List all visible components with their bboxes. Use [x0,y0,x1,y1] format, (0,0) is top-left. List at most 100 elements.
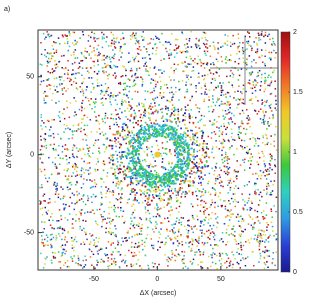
pixel [51,227,53,229]
pixel [115,118,117,120]
pixel [179,149,181,151]
pixel [93,65,95,67]
pixel [225,129,227,131]
pixel [117,167,119,169]
pixel [184,251,186,253]
pixel [259,89,261,91]
pixel [69,157,71,159]
pixel [176,48,178,50]
pixel [224,126,226,128]
pixel [120,254,122,256]
pixel [240,227,242,229]
pixel [177,139,179,141]
pixel [103,55,105,57]
colorbar-tick-label: 1 [293,149,297,156]
pixel [102,221,104,223]
pixel [93,47,95,49]
pixel [175,44,177,46]
pixel [172,168,174,170]
pixel [170,153,172,155]
pixel [258,75,260,77]
pixel [162,44,164,46]
pixel [67,168,69,170]
pixel [173,79,175,81]
pixel [261,31,263,33]
pixel [234,231,236,233]
pixel [269,83,271,85]
pixel [219,192,221,194]
pixel [233,226,235,228]
pixel [128,250,130,252]
pixel [43,221,45,223]
pixel [261,103,263,105]
pixel [111,254,113,256]
pixel [80,214,82,216]
pixel [264,257,266,259]
pixel [217,216,219,218]
pixel [204,53,206,55]
pixel [172,230,174,232]
pixel [137,53,139,55]
pixel [55,102,57,104]
pixel [129,120,131,122]
pixel [169,179,171,181]
pixel [106,36,108,38]
pixel [187,232,189,234]
pixel [245,91,247,93]
pixel [196,140,198,142]
pixel [192,244,194,246]
pixel [115,261,117,263]
pixel [226,267,228,269]
pixel [170,214,172,216]
pixel [203,79,205,81]
pixel [73,81,75,83]
pixel [156,223,158,225]
pixel [259,138,261,140]
chart: a) ΔX (arcsec) ΔY (arcsec) 00.511.52-500… [0,0,305,303]
pixel [104,218,106,220]
pixel [134,189,136,191]
pixel [136,150,138,152]
pixel [267,35,269,37]
pixel [41,221,43,223]
pixel [260,192,262,194]
pixel [44,141,46,143]
pixel [133,155,135,157]
pixel [263,210,265,212]
pixel [276,109,278,111]
pixel [62,36,64,38]
pixel [62,158,64,160]
pixel [72,130,74,132]
pixel [231,198,233,200]
pixel [140,167,142,169]
pixel [97,64,99,66]
pixel [43,244,45,246]
pixel [172,104,174,106]
pixel [224,262,226,264]
pixel [264,73,266,75]
pixel [220,170,222,172]
pixel [158,149,160,151]
pixel [120,48,122,50]
pixel [150,163,152,165]
pixel [224,117,226,119]
pixel [252,137,254,139]
pixel [115,41,117,43]
pixel [134,197,136,199]
pixel [210,63,212,65]
pixel [74,130,76,132]
pixel [190,63,192,65]
pixel [130,160,132,162]
pixel [177,47,179,49]
pixel [101,226,103,228]
pixel [144,175,146,177]
pixel [257,100,259,102]
pixel [148,54,150,56]
pixel [271,194,273,196]
pixel [85,169,87,171]
pixel [194,156,196,158]
pixel [66,241,68,243]
pixel [62,197,64,199]
pixel [180,187,182,189]
pixel [79,148,81,150]
